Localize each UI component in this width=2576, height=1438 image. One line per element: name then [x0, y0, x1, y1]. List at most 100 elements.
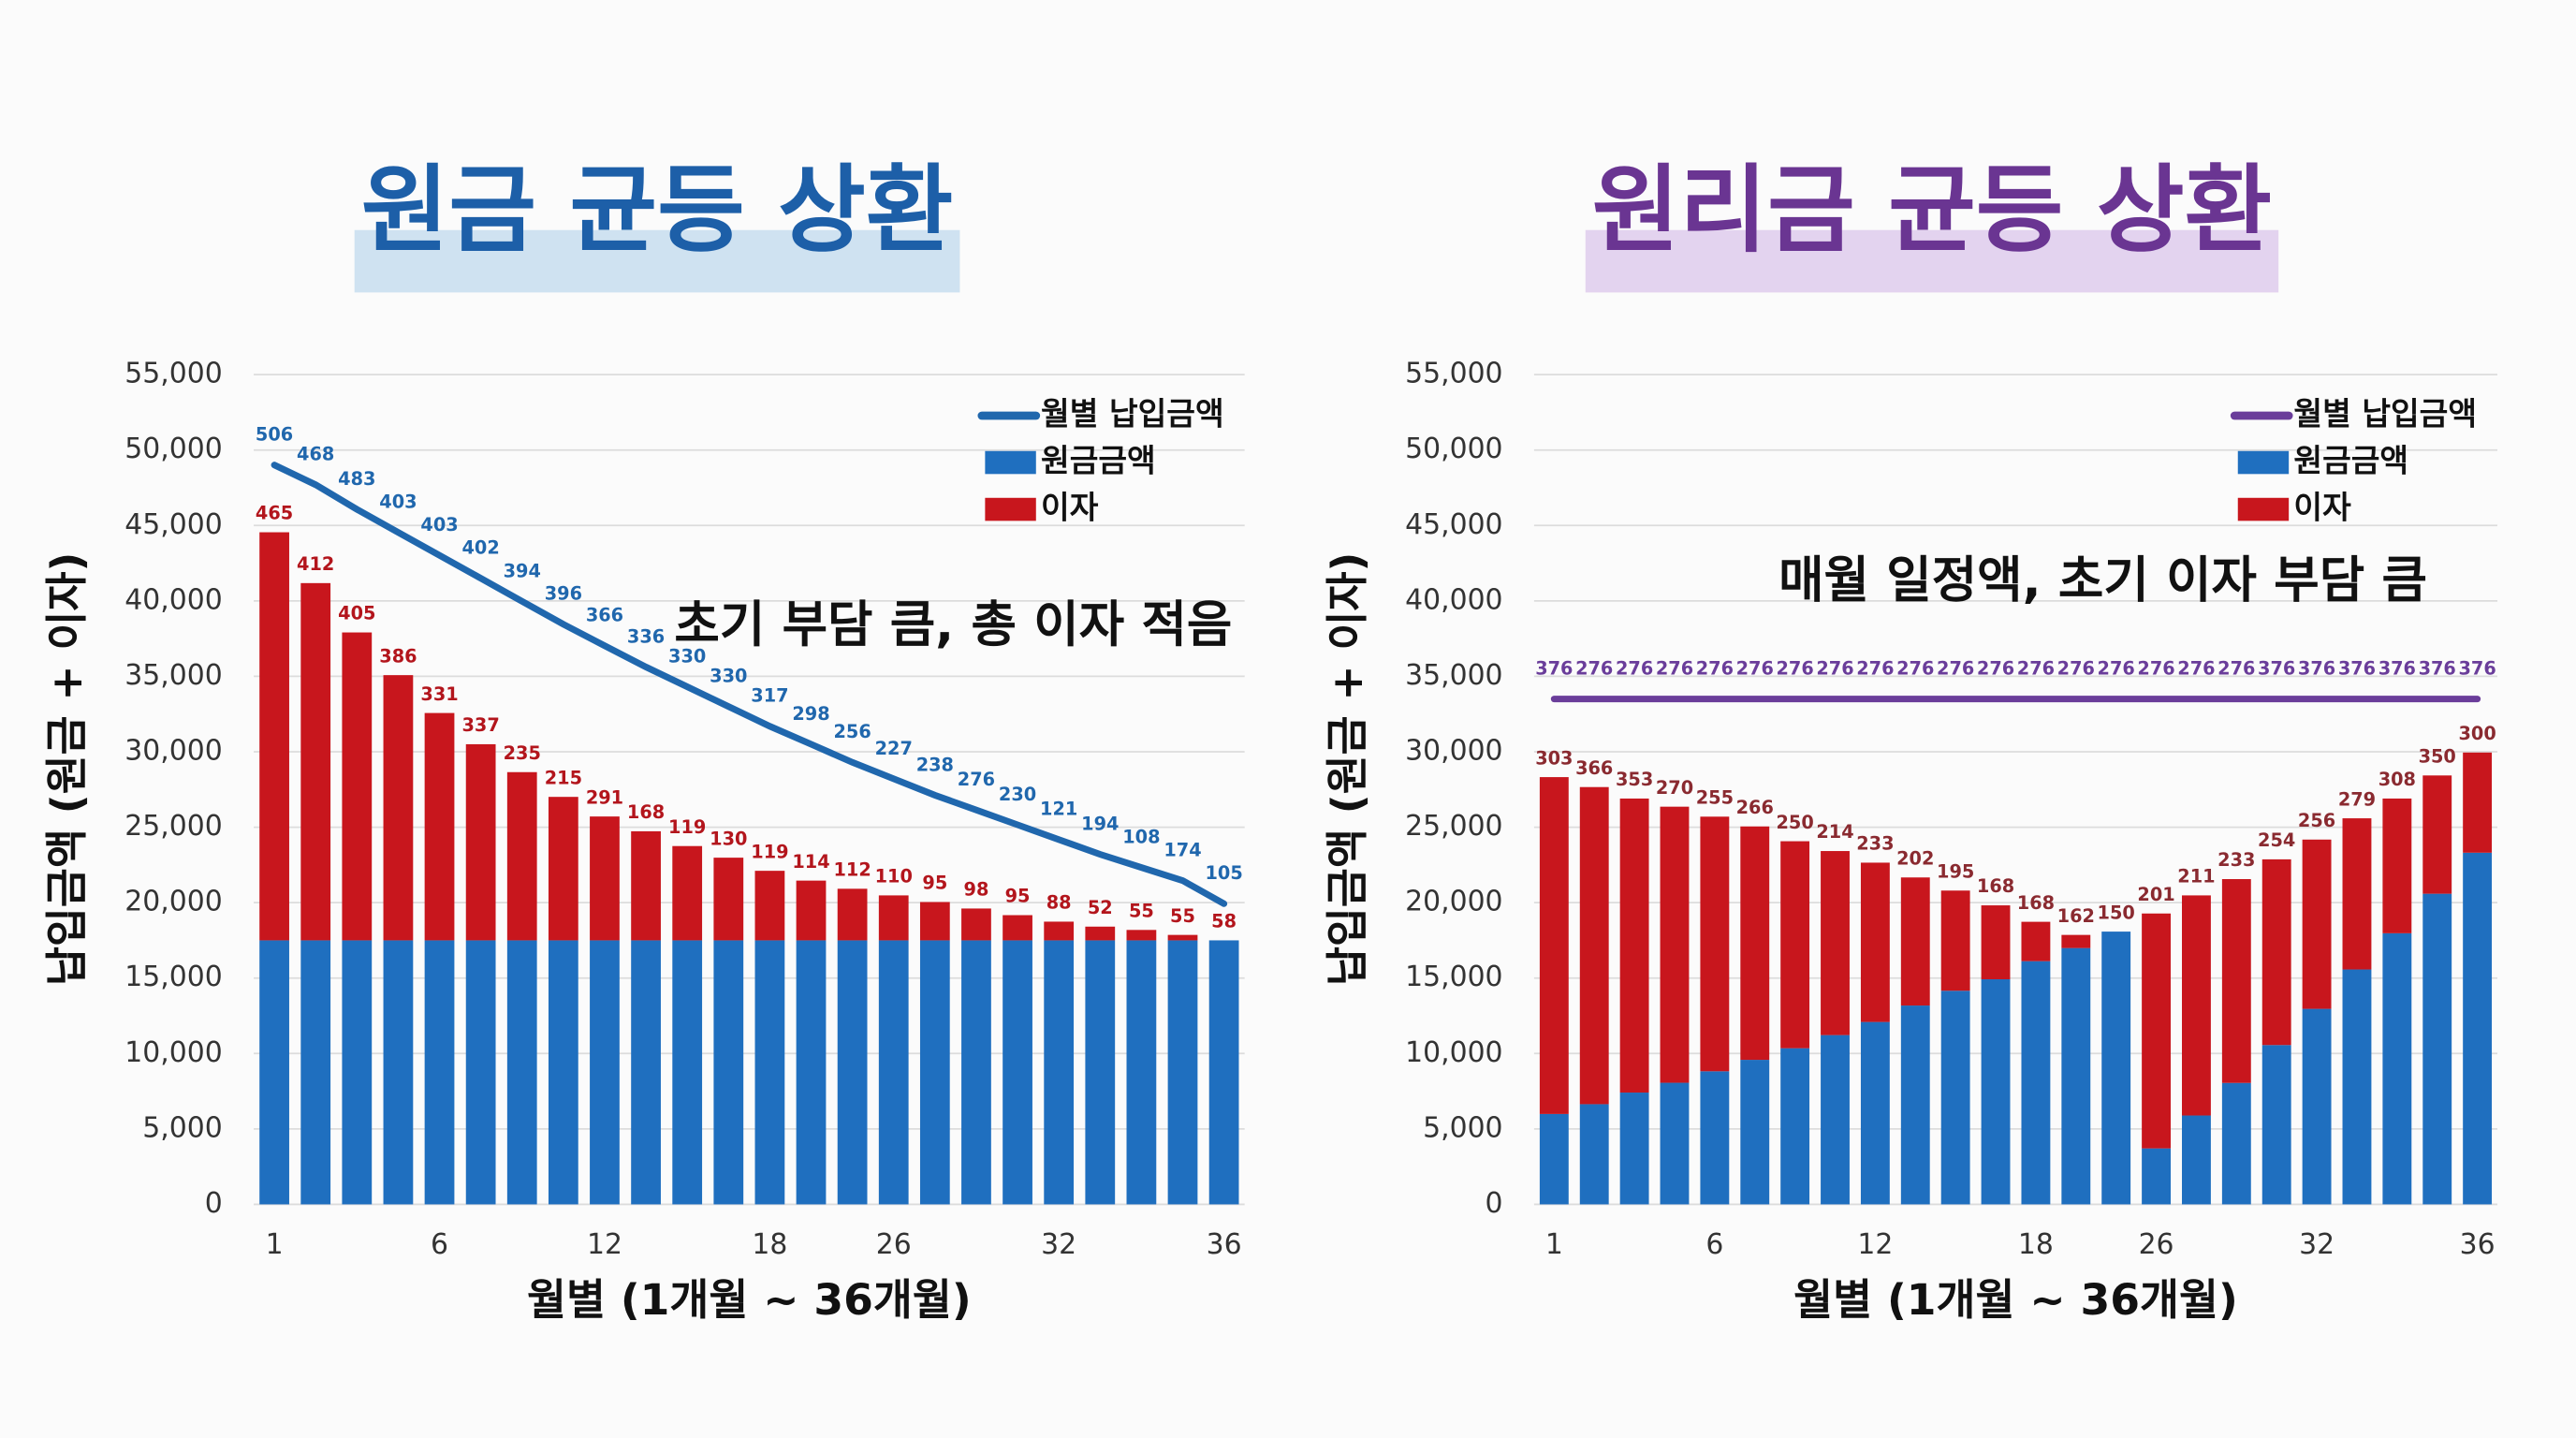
bar-label: 254 — [2258, 829, 2295, 851]
bar-label: 201 — [2137, 884, 2174, 905]
x-axis-label: 월별 (1개월 ~ 36개월) — [1793, 1275, 2238, 1325]
bar-segment — [300, 582, 331, 941]
bar-label: 52 — [1088, 897, 1113, 918]
bar-segment — [2302, 839, 2332, 1009]
y-axis-label: 납입금액 (원금 + 이자) — [1323, 552, 1372, 986]
x-tick-label: 32 — [2299, 1228, 2334, 1261]
bar-segment — [2021, 921, 2051, 961]
bar-segment — [548, 797, 578, 941]
bar-segment — [837, 888, 868, 941]
line-label: 506 — [256, 424, 293, 446]
line-label: 330 — [668, 645, 706, 667]
bar-segment — [424, 940, 455, 1205]
x-tick-label: 6 — [1705, 1228, 1723, 1261]
bar-segment — [2261, 1045, 2291, 1205]
bar-segment — [342, 940, 373, 1205]
bar-segment — [2221, 1082, 2251, 1205]
bar-label: 300 — [2458, 723, 2496, 744]
x-tick-label: 18 — [2018, 1228, 2054, 1261]
line-label: 276 — [1656, 658, 1693, 680]
bar-segment — [1700, 816, 1730, 1072]
bar-segment — [754, 871, 785, 941]
line-label: 121 — [1040, 799, 1077, 820]
bar-label: 235 — [504, 742, 541, 764]
bar-segment — [1126, 940, 1157, 1205]
line-label: 276 — [1696, 658, 1734, 680]
x-tick-label: 36 — [1207, 1228, 1242, 1261]
legend-swatch — [985, 497, 1036, 521]
legend-swatch — [2237, 450, 2290, 475]
bar-segment — [2382, 932, 2412, 1205]
line-label: 483 — [338, 468, 375, 490]
line-label: 276 — [958, 769, 995, 790]
y-tick-label: 35,000 — [124, 659, 222, 692]
bar-segment — [506, 940, 537, 1205]
line-label: 402 — [461, 537, 499, 559]
bar-segment — [1660, 1082, 1690, 1205]
y-tick-label: 0 — [1486, 1187, 1503, 1220]
bar-segment — [919, 902, 950, 941]
bar-segment — [878, 940, 909, 1205]
title-group: 원금 균등 상환 — [354, 155, 960, 293]
line-label: 330 — [710, 666, 747, 687]
y-tick-label: 5,000 — [1423, 1111, 1502, 1144]
bar-label: 331 — [420, 683, 458, 705]
line-label: 376 — [2338, 658, 2376, 680]
bar-segment — [506, 771, 537, 941]
bar-segment — [796, 880, 827, 941]
line-label: 105 — [1205, 862, 1242, 884]
bar-label: 119 — [751, 841, 788, 862]
bar-segment — [878, 895, 909, 941]
bar-segment — [1940, 890, 1970, 991]
line-label: 194 — [1081, 813, 1119, 834]
x-tick-label: 12 — [1857, 1228, 1893, 1261]
bar-segment — [1003, 915, 1032, 941]
bar-segment — [1900, 877, 1930, 1006]
bar-segment — [631, 830, 661, 941]
bar-label: 256 — [2298, 810, 2335, 831]
bar-segment — [465, 940, 496, 1205]
line-label: 276 — [2177, 658, 2215, 680]
title-highlight — [1585, 229, 2279, 293]
bar-segment — [548, 940, 578, 1205]
bar-segment — [1167, 940, 1198, 1205]
bar-label: 353 — [1616, 769, 1653, 790]
bar-segment — [1940, 990, 1970, 1205]
bar-segment — [2382, 798, 2412, 933]
line-label: 376 — [1535, 658, 1573, 680]
y-tick-label: 20,000 — [124, 886, 222, 918]
bar-segment — [754, 940, 785, 1205]
line-label: 366 — [586, 605, 623, 626]
bar-label: 114 — [792, 851, 829, 873]
line-label: 403 — [420, 514, 458, 536]
y-tick-label: 0 — [205, 1187, 223, 1220]
line-label: 396 — [545, 583, 582, 605]
bar-segment — [1981, 905, 2011, 980]
bar-segment — [2463, 752, 2493, 853]
bar-segment — [672, 845, 703, 941]
bar-segment — [2422, 775, 2452, 894]
bar-segment — [1167, 934, 1198, 941]
bar-label: 119 — [668, 816, 706, 838]
bar-label: 130 — [710, 828, 747, 849]
bar-segment — [2142, 913, 2171, 1149]
bar-label: 233 — [2217, 849, 2255, 871]
bar-segment — [1860, 862, 1890, 1022]
bar-segment — [1860, 1021, 1890, 1205]
y-tick-label: 55,000 — [124, 358, 222, 390]
bar-label: 162 — [2057, 905, 2095, 927]
chart-title: 원금 균등 상환 — [361, 155, 954, 266]
bar-label: 168 — [1977, 875, 2014, 897]
line-label: 276 — [1856, 658, 1894, 680]
bar-label: 202 — [1896, 847, 1934, 869]
line-label: 468 — [297, 444, 334, 465]
x-tick-label: 26 — [876, 1228, 912, 1261]
bar-segment — [383, 675, 414, 941]
y-axis-label: 납입금액 (원금 + 이자) — [42, 552, 92, 986]
line-label: 403 — [379, 492, 417, 513]
legend-label: 월별 납입금액 — [1041, 396, 1224, 433]
bar-label: 465 — [256, 503, 293, 524]
bar-segment — [300, 940, 331, 1205]
y-tick-label: 10,000 — [124, 1036, 222, 1069]
